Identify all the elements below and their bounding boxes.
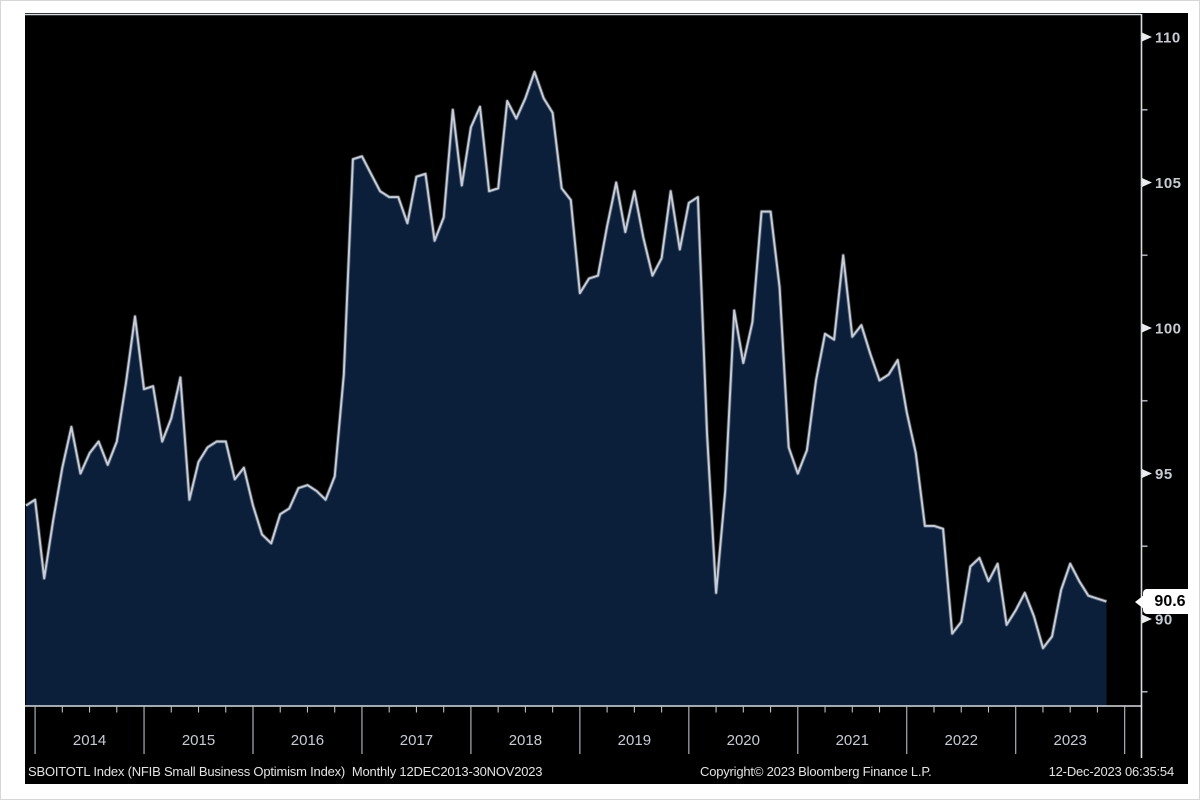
y-tick-arrow: [1142, 614, 1152, 624]
y-tick-arrow: [1142, 32, 1152, 42]
last-price-value: 90.6: [1154, 592, 1186, 610]
last-price-badge: 90.6: [1135, 589, 1197, 615]
chart-panel: 2014 2015 2016 2017 2018 2019 2020 2021 2022 2023…: [25, 13, 1197, 784]
y-tick-arrow: [1142, 178, 1152, 187]
footer-timestamp: 12-Dec-2023 06:35:54: [1048, 764, 1175, 779]
price-line: [25, 70, 1107, 650]
y-axis-tick-label: 100: [1155, 321, 1182, 338]
footer-bar: SBOITOTL Index (NFIB Small Business Opti…: [25, 760, 1188, 784]
x-axis-year-label: 2016: [291, 732, 324, 749]
area-series: [26, 71, 1107, 706]
y-axis-tick-label: 95: [1155, 466, 1173, 483]
x-axis-year-label: 2018: [509, 732, 542, 749]
x-axis-year-label: 2015: [182, 732, 215, 749]
footer-ticker-label: SBOITOTL Index (NFIB Small Business Opti…: [28, 764, 543, 779]
price-chart[interactable]: 2014 2015 2016 2017 2018 2019 2020 2021 2022 2023…: [25, 13, 1188, 784]
x-axis-year-label: 2022: [945, 732, 978, 749]
x-axis-year-label: 2017: [400, 732, 433, 749]
footer-copyright: Copyright© 2023 Bloomberg Finance L.P.: [700, 764, 932, 779]
y-axis-tick-label: 90: [1155, 612, 1173, 629]
x-axis-year-label: 2021: [836, 732, 869, 749]
x-axis-year-label: 2014: [73, 732, 106, 749]
y-tick-arrow: [1142, 323, 1152, 333]
x-axis-year-label: 2020: [727, 732, 760, 749]
y-tick-arrow: [1142, 469, 1152, 478]
x-axis-year-label: 2019: [618, 732, 651, 749]
y-axis-tick-label: 110: [1155, 30, 1181, 47]
x-axis-year-label: 2023: [1054, 732, 1087, 749]
y-axis-tick-label: 105: [1155, 175, 1182, 192]
